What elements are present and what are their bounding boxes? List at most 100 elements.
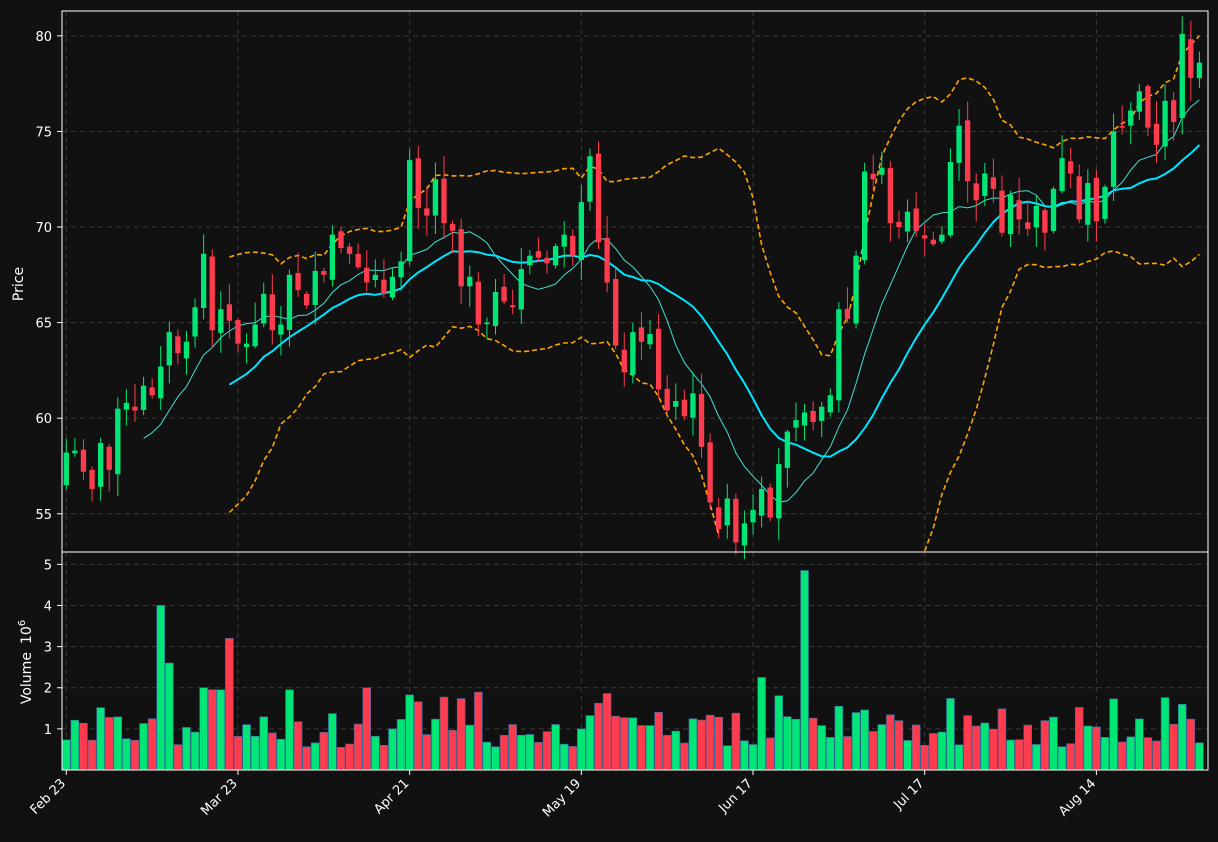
candle-body xyxy=(879,167,885,175)
volume-bar xyxy=(534,742,543,771)
candle-body xyxy=(535,251,542,258)
volume-bar xyxy=(207,689,217,771)
volume-tick-label: 4 xyxy=(44,599,52,614)
candle-body xyxy=(552,246,559,266)
candle-body xyxy=(1162,100,1168,147)
candle-body xyxy=(364,267,370,283)
volume-bar xyxy=(1169,723,1178,771)
volume-bar xyxy=(508,724,517,771)
candle-body xyxy=(501,286,507,302)
candle-body xyxy=(63,452,69,486)
volume-bar xyxy=(139,723,148,771)
volume-grid xyxy=(62,552,1208,770)
volume-bar xyxy=(1049,716,1058,771)
candle-body xyxy=(183,341,190,359)
candle-body xyxy=(321,271,327,275)
candlesticks xyxy=(63,16,1203,560)
volume-bar xyxy=(929,733,938,771)
candle-body xyxy=(578,202,585,260)
candle-body xyxy=(527,255,533,266)
candle-body xyxy=(853,255,859,324)
volume-bar xyxy=(130,739,140,771)
candle-body xyxy=(724,498,730,526)
candle-body xyxy=(243,343,250,347)
volume-bar xyxy=(242,724,251,771)
volume-bar xyxy=(388,728,397,771)
volume-bar xyxy=(817,725,826,771)
volume-bar xyxy=(989,728,998,771)
price-tick-label: 65 xyxy=(35,317,52,332)
candle-body xyxy=(166,332,172,366)
volume-bar xyxy=(1066,743,1075,771)
volume-bar xyxy=(800,570,809,771)
volume-bar xyxy=(96,707,105,771)
candle-body xyxy=(690,393,696,418)
volume-bar xyxy=(336,747,346,771)
candle-body xyxy=(595,153,602,243)
ma-fast-line xyxy=(143,99,1200,503)
volume-bar xyxy=(448,729,457,771)
volume-bar xyxy=(405,694,414,771)
candle-body xyxy=(389,276,396,298)
volume-bar xyxy=(422,734,432,771)
candle-body xyxy=(776,464,782,519)
price-axis: 55 60 65 70 75 80 xyxy=(35,30,62,523)
candle-body xyxy=(681,399,688,417)
volume-bar xyxy=(216,689,226,771)
candle-body xyxy=(80,449,87,472)
candle-body xyxy=(561,234,567,247)
candle-body xyxy=(750,509,756,523)
candle-body xyxy=(613,278,619,346)
volume-bar xyxy=(70,719,80,771)
candle-body xyxy=(209,256,215,331)
candle-body xyxy=(810,410,816,423)
candle-body xyxy=(1076,176,1082,220)
candle-body xyxy=(329,234,336,280)
volume-bar xyxy=(826,737,835,771)
candle-body xyxy=(1042,210,1048,233)
candle-body xyxy=(939,234,945,242)
candle-body xyxy=(278,324,284,335)
candle-body xyxy=(887,168,894,224)
candle-body xyxy=(355,254,361,268)
volume-bar xyxy=(731,712,741,771)
volume-axis-label: Volume xyxy=(19,652,35,704)
candle-body xyxy=(1093,177,1100,222)
candle-body xyxy=(72,450,78,454)
candle-body xyxy=(97,443,104,487)
volume-bar xyxy=(680,742,689,771)
volume-bar xyxy=(482,741,492,771)
volume-bar xyxy=(834,705,844,771)
volume-bar xyxy=(182,727,191,771)
volume-bar xyxy=(911,724,921,771)
candle-body xyxy=(647,334,653,345)
candle-body xyxy=(415,158,421,208)
candle-body xyxy=(286,274,293,330)
volume-bar xyxy=(173,744,183,771)
volume-bar xyxy=(1152,740,1161,771)
candle-body xyxy=(1059,158,1065,192)
candle-body xyxy=(312,270,318,305)
candle-body xyxy=(381,279,387,294)
volume-bar xyxy=(903,740,912,771)
candle-body xyxy=(261,293,267,324)
volume-axis-multiplier: 10 xyxy=(19,626,35,644)
volume-bar xyxy=(877,724,887,771)
candle-body xyxy=(1102,186,1108,219)
candle-body xyxy=(638,327,645,342)
volume-bar xyxy=(259,716,268,771)
candle-body xyxy=(1025,222,1031,229)
volume-bar xyxy=(491,746,500,771)
volume-bar xyxy=(1083,725,1093,771)
volume-bar xyxy=(1126,736,1135,771)
volume-bar xyxy=(697,719,706,771)
candle-body xyxy=(458,229,464,287)
volume-bar xyxy=(774,695,784,771)
candle-body xyxy=(758,488,765,516)
candle-body xyxy=(767,487,773,518)
volume-bar xyxy=(1160,697,1170,771)
candle-body xyxy=(956,125,962,163)
candle-body xyxy=(1085,183,1091,225)
volume-bar xyxy=(1177,704,1187,771)
candle-body xyxy=(733,498,739,543)
